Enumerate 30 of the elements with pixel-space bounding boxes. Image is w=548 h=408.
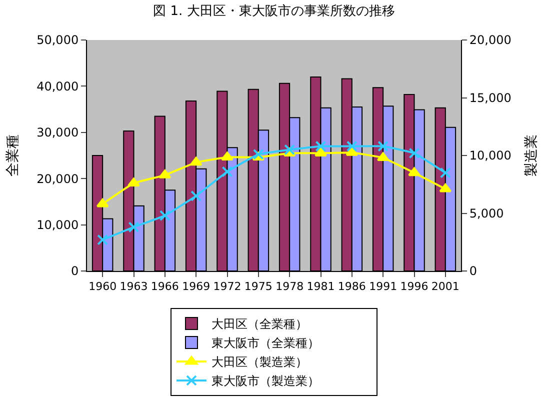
chart-title: 図 1. 大田区・東大阪市の事業所数の推移 xyxy=(153,4,395,20)
y2-tick-label: 5,000 xyxy=(469,206,504,220)
y-tick-label: 40,000 xyxy=(36,79,79,94)
x-tick-label: 1981 xyxy=(306,280,335,294)
y-tick-label: 50,000 xyxy=(36,33,79,48)
legend-label: 東大阪市（製造業） xyxy=(212,374,320,388)
y-tick-label: 30,000 xyxy=(36,126,79,140)
y2-tick-label: 15,000 xyxy=(469,90,512,105)
x-tick-label: 1966 xyxy=(150,280,179,294)
y-axis-title: 全業種 xyxy=(5,134,22,176)
x-tick-label: 1969 xyxy=(182,280,210,294)
x-tick-label: 1963 xyxy=(120,280,148,294)
legend-label: 大田区（製造業） xyxy=(212,355,308,370)
y2-tick-label: 0 xyxy=(469,264,478,278)
y2-tick-label: 20,000 xyxy=(469,33,512,48)
x-tick-label: 1975 xyxy=(244,280,272,294)
y-tick-label: 20,000 xyxy=(36,172,79,186)
x-tick-label: 1960 xyxy=(88,280,117,294)
x-tick-label: 1996 xyxy=(400,280,428,294)
x-tick-label: 1978 xyxy=(276,280,304,294)
x-tick-label: 1972 xyxy=(213,280,242,294)
x-tick-label: 1986 xyxy=(338,280,366,294)
y-tick-label: 0 xyxy=(70,264,79,278)
x-tick-label: 2001 xyxy=(431,280,460,294)
y2-axis-title: 製造業 xyxy=(524,134,540,176)
y2-tick-label: 10,000 xyxy=(469,148,512,163)
legend-label: 東大阪市（全業種） xyxy=(212,336,320,350)
x-tick-label: 1991 xyxy=(369,280,398,294)
legend-label: 大田区（全業種） xyxy=(212,317,308,332)
y-tick-label: 10,000 xyxy=(36,218,79,232)
